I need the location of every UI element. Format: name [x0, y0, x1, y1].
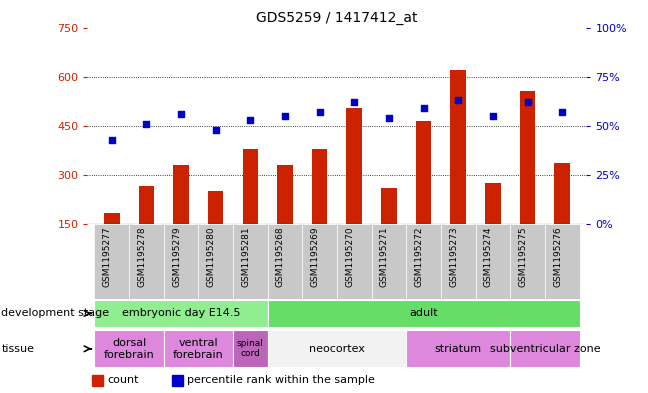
Point: [176, 111, 186, 117]
Text: development stage: development stage: [1, 309, 110, 318]
Bar: [485, 183, 501, 224]
Text: GSM1195279: GSM1195279: [172, 226, 181, 287]
Bar: [104, 213, 119, 224]
Bar: [450, 70, 466, 224]
Bar: [268, 224, 303, 299]
Bar: [510, 224, 545, 299]
Bar: [312, 149, 327, 224]
Bar: [129, 224, 164, 299]
Bar: [164, 330, 233, 367]
Bar: [268, 300, 579, 327]
Point: [280, 113, 290, 119]
Bar: [510, 330, 579, 367]
Text: ventral
forebrain: ventral forebrain: [173, 338, 224, 360]
Point: [419, 105, 429, 111]
Point: [522, 99, 533, 105]
Bar: [520, 92, 535, 224]
Text: GSM1195270: GSM1195270: [345, 226, 354, 287]
Bar: [95, 300, 268, 327]
Bar: [172, 375, 183, 386]
Text: GSM1195274: GSM1195274: [484, 226, 493, 287]
Point: [384, 115, 394, 121]
Bar: [139, 186, 154, 224]
Bar: [95, 330, 164, 367]
Text: spinal
cord: spinal cord: [237, 339, 264, 358]
Bar: [441, 224, 476, 299]
Text: adult: adult: [410, 309, 438, 318]
Text: count: count: [108, 375, 139, 385]
Text: GSM1195278: GSM1195278: [137, 226, 146, 287]
Text: tissue: tissue: [1, 344, 34, 354]
Text: GSM1195275: GSM1195275: [518, 226, 527, 287]
Bar: [555, 163, 570, 224]
Point: [245, 117, 255, 123]
Point: [557, 109, 568, 115]
Bar: [208, 191, 224, 224]
Bar: [303, 224, 337, 299]
Bar: [406, 330, 510, 367]
Bar: [164, 224, 198, 299]
Text: GSM1195272: GSM1195272: [415, 226, 424, 287]
Bar: [233, 224, 268, 299]
Point: [141, 121, 152, 127]
Bar: [95, 224, 129, 299]
Point: [314, 109, 325, 115]
Text: percentile rank within the sample: percentile rank within the sample: [187, 375, 375, 385]
Text: neocortex: neocortex: [309, 344, 365, 354]
Bar: [233, 330, 268, 367]
Text: GSM1195276: GSM1195276: [553, 226, 562, 287]
Point: [211, 127, 221, 133]
Text: GSM1195280: GSM1195280: [207, 226, 216, 287]
Bar: [173, 165, 189, 224]
Bar: [476, 224, 510, 299]
Point: [453, 97, 463, 103]
Text: GSM1195277: GSM1195277: [103, 226, 111, 287]
Text: subventricular zone: subventricular zone: [489, 344, 600, 354]
Bar: [381, 188, 397, 224]
Text: embryonic day E14.5: embryonic day E14.5: [122, 309, 240, 318]
Text: GSM1195271: GSM1195271: [380, 226, 389, 287]
Text: GSM1195273: GSM1195273: [449, 226, 458, 287]
Bar: [277, 165, 293, 224]
Text: striatum: striatum: [435, 344, 482, 354]
Text: GSM1195269: GSM1195269: [310, 226, 319, 287]
Point: [106, 136, 117, 143]
Bar: [371, 224, 406, 299]
Text: dorsal
forebrain: dorsal forebrain: [104, 338, 154, 360]
Bar: [337, 224, 371, 299]
Bar: [347, 108, 362, 224]
Bar: [242, 149, 258, 224]
Bar: [545, 224, 579, 299]
Bar: [93, 375, 104, 386]
Point: [349, 99, 360, 105]
Bar: [198, 224, 233, 299]
Title: GDS5259 / 1417412_at: GDS5259 / 1417412_at: [256, 11, 418, 25]
Point: [488, 113, 498, 119]
Bar: [268, 330, 406, 367]
Text: GSM1195281: GSM1195281: [241, 226, 250, 287]
Bar: [416, 121, 432, 224]
Bar: [406, 224, 441, 299]
Text: GSM1195268: GSM1195268: [276, 226, 285, 287]
